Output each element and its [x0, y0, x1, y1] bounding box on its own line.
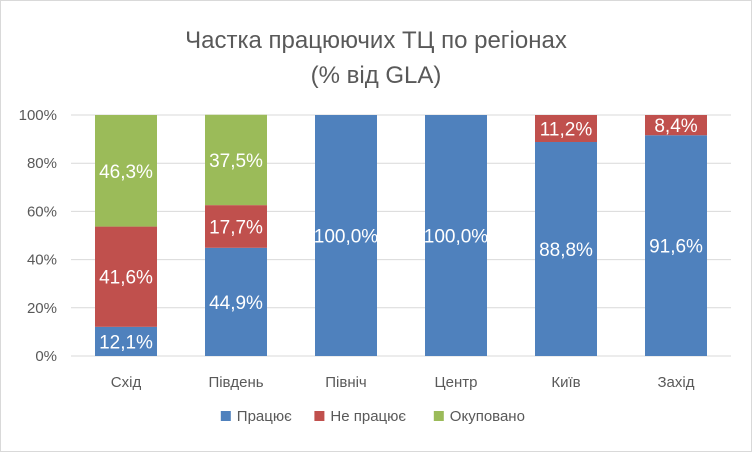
- x-tick-label: Центр: [435, 374, 478, 391]
- bar-segment: [535, 115, 597, 142]
- bar-segment: [95, 226, 157, 327]
- bar-segment: [205, 114, 267, 206]
- data-label: 41,6%: [99, 268, 153, 289]
- data-label: 8,4%: [654, 116, 697, 137]
- y-tick-label: 80%: [27, 155, 57, 172]
- data-label: 11,2%: [540, 119, 593, 140]
- y-tick-label: 40%: [27, 252, 57, 269]
- x-axis-ticks: Схід Південь Північ Центр Київ Захід: [111, 374, 695, 391]
- y-axis-ticks: 0% 20% 40% 60% 80% 100%: [19, 107, 57, 365]
- y-tick-label: 60%: [27, 203, 57, 220]
- bar-segment: [205, 205, 267, 248]
- x-tick-label: Південь: [208, 374, 263, 391]
- chart-subtitle: (% від GLA): [311, 62, 442, 89]
- data-label: 91,6%: [649, 237, 703, 258]
- data-labels: 12,1% 41,6% 46,3% 44,9% 17,7% 37,5% 100,0% 100,…: [99, 116, 703, 353]
- legend-label: Не працює: [330, 408, 406, 425]
- bar-segment: [95, 326, 157, 356]
- legend-swatch: [314, 411, 325, 421]
- x-tick-label: Захід: [658, 374, 695, 391]
- bars: [95, 114, 707, 356]
- bar-segment: [645, 135, 707, 356]
- legend-swatch: [220, 411, 231, 421]
- bar-segment: [95, 115, 157, 227]
- data-label: 17,7%: [209, 217, 263, 238]
- bar-segment: [425, 115, 487, 356]
- x-tick-label: Схід: [111, 374, 142, 391]
- x-tick-label: Північ: [325, 374, 367, 391]
- gridlines: [71, 114, 731, 357]
- x-tick-label: Київ: [551, 374, 580, 391]
- y-tick-label: 20%: [27, 300, 57, 317]
- legend-swatch: [433, 411, 444, 421]
- bar-segment: [535, 141, 597, 356]
- data-label: 100,0%: [314, 227, 379, 248]
- bar-segment: [315, 115, 377, 356]
- legend-label: Працює: [237, 408, 292, 425]
- data-label: 44,9%: [209, 293, 263, 314]
- data-label: 100,0%: [424, 227, 489, 248]
- legend: Працює Не працює Окуповано: [220, 408, 525, 425]
- data-label: 46,3%: [99, 162, 153, 183]
- bar-segment: [205, 247, 267, 356]
- chart-title: Частка працюючих ТЦ по регіонах: [185, 27, 567, 54]
- data-label: 88,8%: [539, 240, 593, 261]
- bar-segment: [645, 115, 707, 136]
- data-label: 37,5%: [209, 151, 263, 172]
- y-tick-label: 0%: [35, 348, 57, 365]
- data-label: 12,1%: [99, 332, 153, 353]
- legend-label: Окуповано: [450, 408, 525, 425]
- y-tick-label: 100%: [19, 107, 57, 124]
